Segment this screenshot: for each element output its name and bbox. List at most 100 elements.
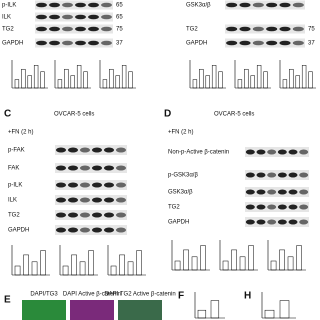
- chart-bar: [279, 300, 290, 319]
- image-label: DAPI Active β-catenin: [63, 292, 121, 298]
- blot-band: [67, 227, 79, 233]
- panel-title: OVCAR-5 cells: [214, 112, 254, 118]
- blot-band: [49, 14, 60, 20]
- blot-band: [267, 204, 277, 210]
- blot-band: [103, 197, 115, 203]
- blot-band: [91, 182, 103, 188]
- chart-bar: [57, 79, 63, 89]
- blot-band: [62, 26, 73, 32]
- chart-bar: [40, 71, 45, 89]
- blot-band: [292, 2, 304, 8]
- panel-letter: C: [4, 109, 11, 120]
- chart-bar: [211, 65, 217, 89]
- blot-band: [279, 40, 291, 46]
- chart-bar: [109, 68, 114, 89]
- blot-band: [266, 40, 278, 46]
- blot-band: [266, 2, 278, 8]
- blot-band: [239, 2, 251, 8]
- mw-marker: 65: [116, 15, 123, 21]
- blot-band: [299, 149, 309, 155]
- blot-band: [267, 172, 277, 178]
- chart-bar: [64, 68, 69, 89]
- chart-bar: [62, 265, 69, 276]
- row-label: GSK3α/β: [168, 190, 193, 196]
- chart-bar: [231, 249, 237, 271]
- row-label: ILK: [2, 15, 11, 21]
- blot-band: [36, 26, 47, 32]
- blot-strip: [245, 187, 309, 197]
- blot-band: [252, 2, 264, 8]
- blot-band: [226, 2, 238, 8]
- blot-strip: [245, 217, 309, 227]
- panel-letter: D: [164, 109, 171, 120]
- blot-band: [55, 227, 67, 233]
- chart-bar: [244, 68, 249, 89]
- blot-band: [67, 147, 79, 153]
- chart-bar: [83, 71, 88, 89]
- blot-band: [256, 149, 266, 155]
- blot-band: [36, 40, 47, 46]
- chart-bar: [23, 254, 29, 276]
- treatment-label: +FN (2 h): [8, 130, 34, 136]
- row-label: GAPDH: [168, 220, 189, 226]
- blot-band: [49, 2, 60, 8]
- blot-band: [101, 40, 112, 46]
- row-label: TG2: [8, 213, 20, 219]
- blot-band: [103, 182, 115, 188]
- blot-band: [55, 212, 67, 218]
- chart-bar: [40, 250, 46, 276]
- chart-bar: [21, 68, 26, 89]
- blot-band: [115, 197, 127, 203]
- blot-band: [79, 197, 91, 203]
- chart-bar: [136, 250, 142, 276]
- chart-bar: [205, 75, 210, 89]
- blot-band: [75, 14, 86, 20]
- chart-bar: [200, 245, 206, 271]
- blot-band: [91, 197, 103, 203]
- blot-band: [101, 2, 112, 8]
- chart-bar: [79, 261, 86, 276]
- mw-marker: 37: [116, 41, 123, 47]
- blot-band: [267, 219, 277, 225]
- blot-band: [245, 204, 255, 210]
- chart-bar: [256, 65, 262, 89]
- blot-band: [103, 227, 115, 233]
- blot-strip: [225, 0, 305, 10]
- blot-band: [55, 147, 67, 153]
- panel-title: OVCAR-5 cells: [54, 112, 94, 118]
- blot-band: [115, 165, 127, 171]
- blot-band: [252, 26, 264, 32]
- chart-bar: [197, 309, 207, 319]
- blot-band: [288, 204, 298, 210]
- chart-bar: [301, 65, 307, 89]
- chart-bar: [127, 261, 134, 276]
- blot-strip: [55, 225, 127, 235]
- blot-strip: [35, 12, 113, 22]
- chart-bar: [308, 71, 313, 89]
- blot-band: [62, 2, 73, 8]
- chart-bar: [237, 79, 243, 89]
- chart-bar: [115, 75, 120, 89]
- blot-strip: [35, 0, 113, 10]
- mw-marker: 75: [116, 27, 123, 33]
- blot-band: [267, 149, 277, 155]
- chart-bar: [296, 245, 302, 271]
- chart-bar: [270, 260, 277, 271]
- blot-band: [279, 26, 291, 32]
- blot-band: [299, 189, 309, 195]
- blot-band: [101, 26, 112, 32]
- chart-bar: [210, 300, 220, 319]
- row-label: p-ILK: [8, 183, 22, 189]
- blot-band: [55, 165, 67, 171]
- chart-bar: [282, 79, 288, 89]
- blot-band: [245, 149, 255, 155]
- blot-strip: [35, 38, 113, 48]
- blot-strip: [225, 24, 305, 34]
- blot-band: [292, 26, 304, 32]
- blot-band: [277, 149, 287, 155]
- chart-bar: [295, 75, 300, 89]
- blot-band: [36, 2, 47, 8]
- chart-bar: [88, 250, 94, 276]
- row-label: p-FAK: [8, 148, 25, 154]
